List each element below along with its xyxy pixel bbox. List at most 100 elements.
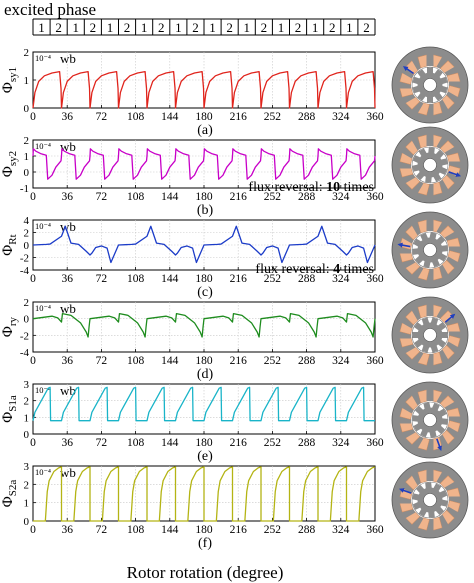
tooth [426,104,434,116]
shaft [423,243,437,257]
stator-tooth [426,184,434,196]
phase-number: 1 [107,20,114,35]
tooth [426,354,434,366]
shaft [423,493,437,507]
phase-number: 1 [312,20,319,35]
x-tick-label: 72 [96,273,108,285]
panel-d: 0 36 72 108 144 180 216 252 288 324 360 -4 -2 0 2 10⁻⁴ w… [0,297,384,382]
phase-number: 1 [141,20,148,35]
x-tick-label: 252 [264,111,282,123]
x-tick-label: 288 [298,191,316,203]
rotor-tooth-shape [425,176,432,183]
motor-diagram [391,211,469,289]
flux-arrow [398,488,412,494]
phase-number: 2 [295,20,302,35]
x-tick-label: 108 [127,273,145,285]
y-tick-label: 1 [24,75,30,87]
scale-label: 10⁻⁴ [35,53,51,63]
x-tick-label: 360 [366,355,384,367]
rotor-tooth-shape [428,511,435,518]
rotor-tooth [441,332,448,338]
rotor-tooth [412,332,419,338]
motor-diagram [391,381,469,459]
stator-tooth [444,91,459,104]
stator-tooth [444,341,459,354]
flux-waveform [32,313,376,338]
shaft [423,78,437,92]
stator-tooth [444,256,459,269]
unit-label: wb [60,301,76,316]
excited-phase-title: excited phase [4,0,96,19]
flux-arrow-head [397,242,403,248]
tooth [426,439,434,451]
motor-diagrams [391,46,469,539]
rotor-tooth [425,482,432,489]
tooth [436,391,449,406]
x-tick-label: 0 [30,524,36,536]
x-tick-label: 180 [195,355,213,367]
rotor-tooth [425,176,432,183]
tooth [436,56,449,71]
x-tick-label: 180 [195,111,213,123]
tooth [444,256,459,269]
tooth [436,306,449,321]
x-tick-label: 72 [96,355,108,367]
stator-tooth [436,136,449,151]
panel-tag: (b) [197,203,214,218]
stator-tooth [411,349,424,364]
x-tick-label: 0 [30,273,36,285]
rotor-tooth [427,96,433,103]
x-tick-label: 360 [366,524,384,536]
rotor-tooth-shape [425,482,432,489]
tooth [426,269,434,281]
x-tick-label: 360 [366,437,384,449]
stator-tooth [401,231,416,244]
rotor-tooth [428,511,435,518]
panel-tag: (c) [197,285,213,300]
phase-number: 2 [158,20,165,35]
x-tick-label: 252 [264,191,282,203]
unit-label: wb [60,219,76,234]
x-tick-label: 144 [161,111,179,123]
tooth [444,426,459,439]
x-tick-label: 36 [61,273,73,285]
unit-label: wb [60,383,76,398]
shaft [423,328,437,342]
flux-arrow-head [402,66,409,71]
x-tick-label: 0 [30,355,36,367]
stator-tooth [426,469,434,481]
phase-number: 2 [192,20,199,35]
y-tick-label: 1 [24,412,30,424]
y-axis-label: Φry [0,316,19,337]
rotor-tooth-shape [441,418,448,425]
phase-number: 1 [346,20,353,35]
y-tick-label: 2 [24,47,30,59]
x-tick-label: 72 [96,524,108,536]
x-tick-label: 216 [230,191,248,203]
tooth [426,219,434,231]
rotor-tooth [412,248,419,255]
x-tick-label: 180 [195,437,213,449]
stator-tooth [436,221,449,236]
stator-tooth [411,434,424,449]
rotor-tooth-shape [441,332,448,338]
unit-label: wb [60,139,76,154]
stator-tooth [426,104,434,116]
flux-waveform [32,225,376,264]
unit-label: wb [60,51,76,66]
tooth [401,481,416,494]
y-tick-label: 3 [24,461,30,473]
stator-tooth [426,389,434,401]
x-tick-label: 108 [127,111,145,123]
tooth [444,171,459,184]
phase-number: 2 [226,20,233,35]
x-tick-label: 144 [161,524,179,536]
stator-tooth [426,219,434,231]
tooth [411,514,424,529]
y-tick-label: 0 [24,516,30,528]
stator-tooth [411,514,424,529]
panel-a: 0 36 72 108 144 180 216 252 288 324 360 0 1 2 10⁻⁴ wb Φs… [0,47,384,138]
y-tick-label: 2 [24,228,30,240]
scale-label: 10⁻⁴ [35,141,51,151]
